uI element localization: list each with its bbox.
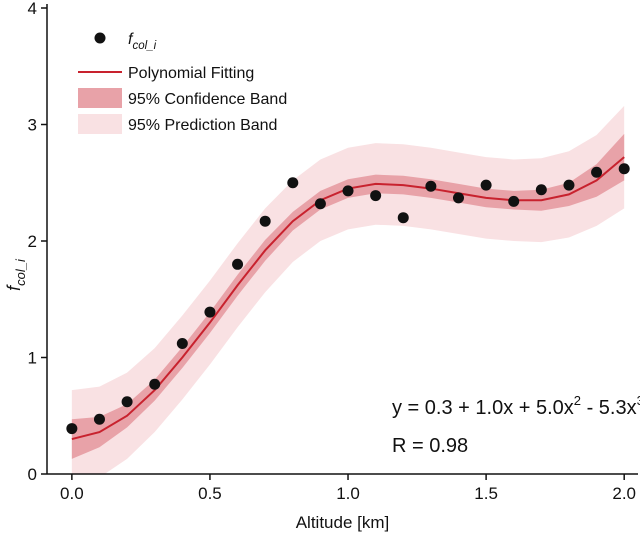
- equation-exponent: 3: [637, 393, 640, 408]
- data-point: [425, 180, 437, 192]
- data-point: [287, 177, 299, 189]
- y-axis-title-sub: col_i: [13, 258, 28, 286]
- prediction-band: [71, 105, 625, 474]
- y-tick-label: 4: [28, 0, 37, 18]
- equation: y = 0.3 + 1.0x + 5.0x2 - 5.3x3 + 1.4x4: [392, 393, 640, 419]
- y-tick-label: 1: [28, 349, 37, 368]
- data-point: [563, 179, 575, 191]
- legend-label: Polynomial Fitting: [128, 65, 254, 82]
- legend-swatch: [78, 88, 122, 108]
- x-tick-label: 0.0: [60, 484, 84, 503]
- r-value: R = 0.98: [392, 435, 468, 457]
- equation-part: - 5.3x: [581, 397, 637, 419]
- equation-part: y = 0.3 + 1.0x + 5.0x: [392, 397, 574, 419]
- legend-label-sub: col_i: [132, 40, 156, 52]
- x-axis-title: Altitude [km]: [296, 513, 390, 532]
- data-point: [618, 163, 630, 175]
- data-point: [93, 413, 105, 425]
- legend-label: 95% Prediction Band: [128, 117, 277, 134]
- y-tick-label: 3: [28, 116, 37, 135]
- data-point: [591, 166, 603, 178]
- data-point: [370, 190, 382, 202]
- data-point: [480, 179, 492, 191]
- y-axis-title: fcol_i: [4, 258, 28, 291]
- y-tick-label: 0: [28, 465, 37, 484]
- x-tick-label: 1.5: [474, 484, 498, 503]
- data-point: [452, 192, 464, 204]
- data-point: [259, 215, 271, 227]
- data-point: [397, 212, 409, 224]
- data-point: [121, 396, 133, 408]
- legend-marker: [94, 32, 106, 44]
- legend-label-main: f: [128, 31, 134, 48]
- x-tick-label: 0.5: [198, 484, 222, 503]
- data-point: [508, 195, 520, 207]
- data-point: [204, 306, 216, 318]
- legend-label: fcol_i: [128, 31, 157, 52]
- legend-swatch: [78, 114, 122, 134]
- y-tick-label: 2: [28, 232, 37, 251]
- equation-exponent: 2: [574, 393, 581, 408]
- data-point: [314, 198, 326, 210]
- confidence-band: [71, 133, 625, 459]
- data-point: [342, 185, 354, 197]
- data-point: [232, 258, 244, 270]
- y-axis-title-main: f: [4, 284, 24, 291]
- data-point: [176, 338, 188, 350]
- data-point: [149, 378, 161, 390]
- plot-area: [66, 105, 630, 474]
- x-tick-label: 2.0: [612, 484, 636, 503]
- data-point: [66, 423, 78, 435]
- x-tick-label: 1.0: [336, 484, 360, 503]
- data-point: [535, 184, 547, 196]
- legend-label: 95% Confidence Band: [128, 91, 287, 108]
